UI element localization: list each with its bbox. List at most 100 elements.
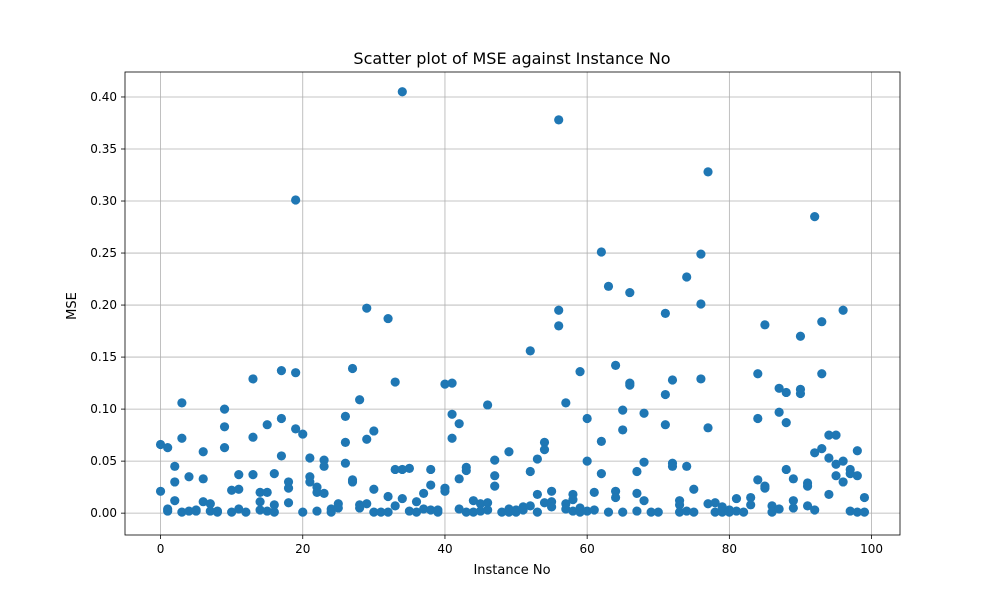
scatter-point: [483, 498, 493, 508]
scatter-point: [276, 451, 287, 461]
scatter-point: [810, 448, 820, 458]
scatter-point: [582, 413, 592, 424]
scatter-point: [788, 503, 798, 513]
x-tick-label: 0: [157, 542, 165, 556]
scatter-point: [838, 305, 848, 315]
scatter-point: [532, 489, 542, 500]
scatter-point: [369, 507, 379, 517]
scatter-point: [155, 439, 166, 450]
scatter-point: [483, 400, 493, 410]
scatter-point: [248, 432, 258, 442]
x-axis-title: Instance No: [473, 563, 550, 578]
scatter-point: [397, 87, 407, 97]
scatter-point: [674, 507, 685, 517]
scatter-point: [276, 413, 287, 424]
scatter-point: [618, 507, 628, 517]
scatter-point: [568, 495, 578, 505]
y-tick-label: 0.20: [90, 298, 117, 312]
scatter-point: [227, 485, 237, 495]
scatter-point: [411, 497, 422, 507]
scatter-point: [653, 507, 663, 517]
scatter-point: [831, 430, 841, 440]
scatter-point: [554, 305, 564, 315]
scatter-point: [369, 426, 379, 436]
y-tick-label: 0.10: [90, 402, 117, 416]
scatter-point: [397, 464, 407, 475]
scatter-point: [312, 506, 322, 516]
scatter-point: [362, 499, 372, 509]
scatter-point: [532, 507, 542, 517]
scatter-point: [305, 453, 315, 463]
scatter-point: [639, 496, 649, 506]
scatter-point: [248, 374, 258, 384]
scatter-point: [440, 486, 450, 496]
scatter-point: [689, 484, 699, 494]
x-axis-ticks: 0 20 40 60 80 100: [157, 535, 883, 556]
scatter-point: [696, 299, 706, 309]
scatter-point: [625, 380, 635, 390]
scatter-point: [603, 507, 614, 517]
scatter-point: [262, 420, 272, 430]
scatter-point: [340, 437, 351, 447]
scatter-point: [490, 455, 500, 465]
scatter-point: [632, 506, 642, 516]
scatter-point: [347, 477, 358, 487]
scatter-point: [532, 454, 542, 464]
scatter-point: [660, 389, 670, 400]
scatter-point: [490, 481, 500, 491]
scatter-point: [248, 470, 258, 480]
scatter-point: [262, 487, 272, 497]
scatter-point: [426, 464, 436, 475]
x-tick-label: 40: [437, 542, 452, 556]
scatter-point: [753, 413, 763, 424]
scatter-point: [163, 506, 173, 516]
y-axis-title: MSE: [65, 292, 80, 320]
scatter-point: [298, 429, 308, 439]
scatter-point: [703, 423, 713, 433]
scatter-point: [810, 212, 820, 222]
scatter-point: [639, 457, 649, 467]
scatter-point: [817, 369, 827, 379]
scatter-point: [291, 368, 301, 378]
scatter-point: [461, 465, 471, 476]
scatter-point: [561, 398, 571, 408]
scatter-point: [340, 411, 351, 421]
scatter-point: [198, 497, 208, 507]
scatter-point: [596, 469, 606, 479]
scatter-point: [667, 375, 678, 385]
scatter-point: [319, 488, 329, 498]
scatter-point: [824, 453, 834, 463]
y-tick-label: 0.15: [90, 350, 117, 364]
scatter-point: [781, 418, 791, 428]
scatter-point: [155, 486, 166, 496]
scatter-point: [731, 506, 742, 516]
scatter-point: [774, 504, 784, 514]
y-tick-label: 0.30: [90, 194, 117, 208]
scatter-point: [276, 366, 287, 376]
scatter-point: [824, 489, 834, 500]
scatter-point: [710, 507, 720, 517]
y-axis-ticks: 0.00 0.05 0.10 0.15 0.20 0.25 0.30 0.35 0.40: [90, 90, 125, 520]
scatter-point: [852, 507, 862, 517]
scatter-point: [724, 507, 734, 517]
scatter-point: [810, 505, 820, 515]
scatter-point: [212, 507, 223, 517]
chart-title: Scatter plot of MSE against Instance No: [353, 49, 670, 68]
scatter-point: [269, 469, 279, 479]
scatter-point: [518, 505, 528, 515]
scatter-point: [447, 378, 457, 388]
scatter-point: [205, 499, 215, 509]
scatter-point: [419, 488, 429, 498]
scatter-point: [767, 507, 777, 517]
scatter-point: [198, 474, 208, 484]
x-tick-label: 20: [295, 542, 310, 556]
scatter-point: [170, 477, 180, 487]
scatter-point: [383, 491, 393, 502]
scatter-point: [817, 444, 827, 454]
scatter-point: [845, 506, 855, 516]
scatter-point: [283, 483, 294, 493]
scatter-point: [426, 505, 436, 515]
scatter-point: [426, 480, 436, 490]
scatter-point: [234, 504, 244, 514]
